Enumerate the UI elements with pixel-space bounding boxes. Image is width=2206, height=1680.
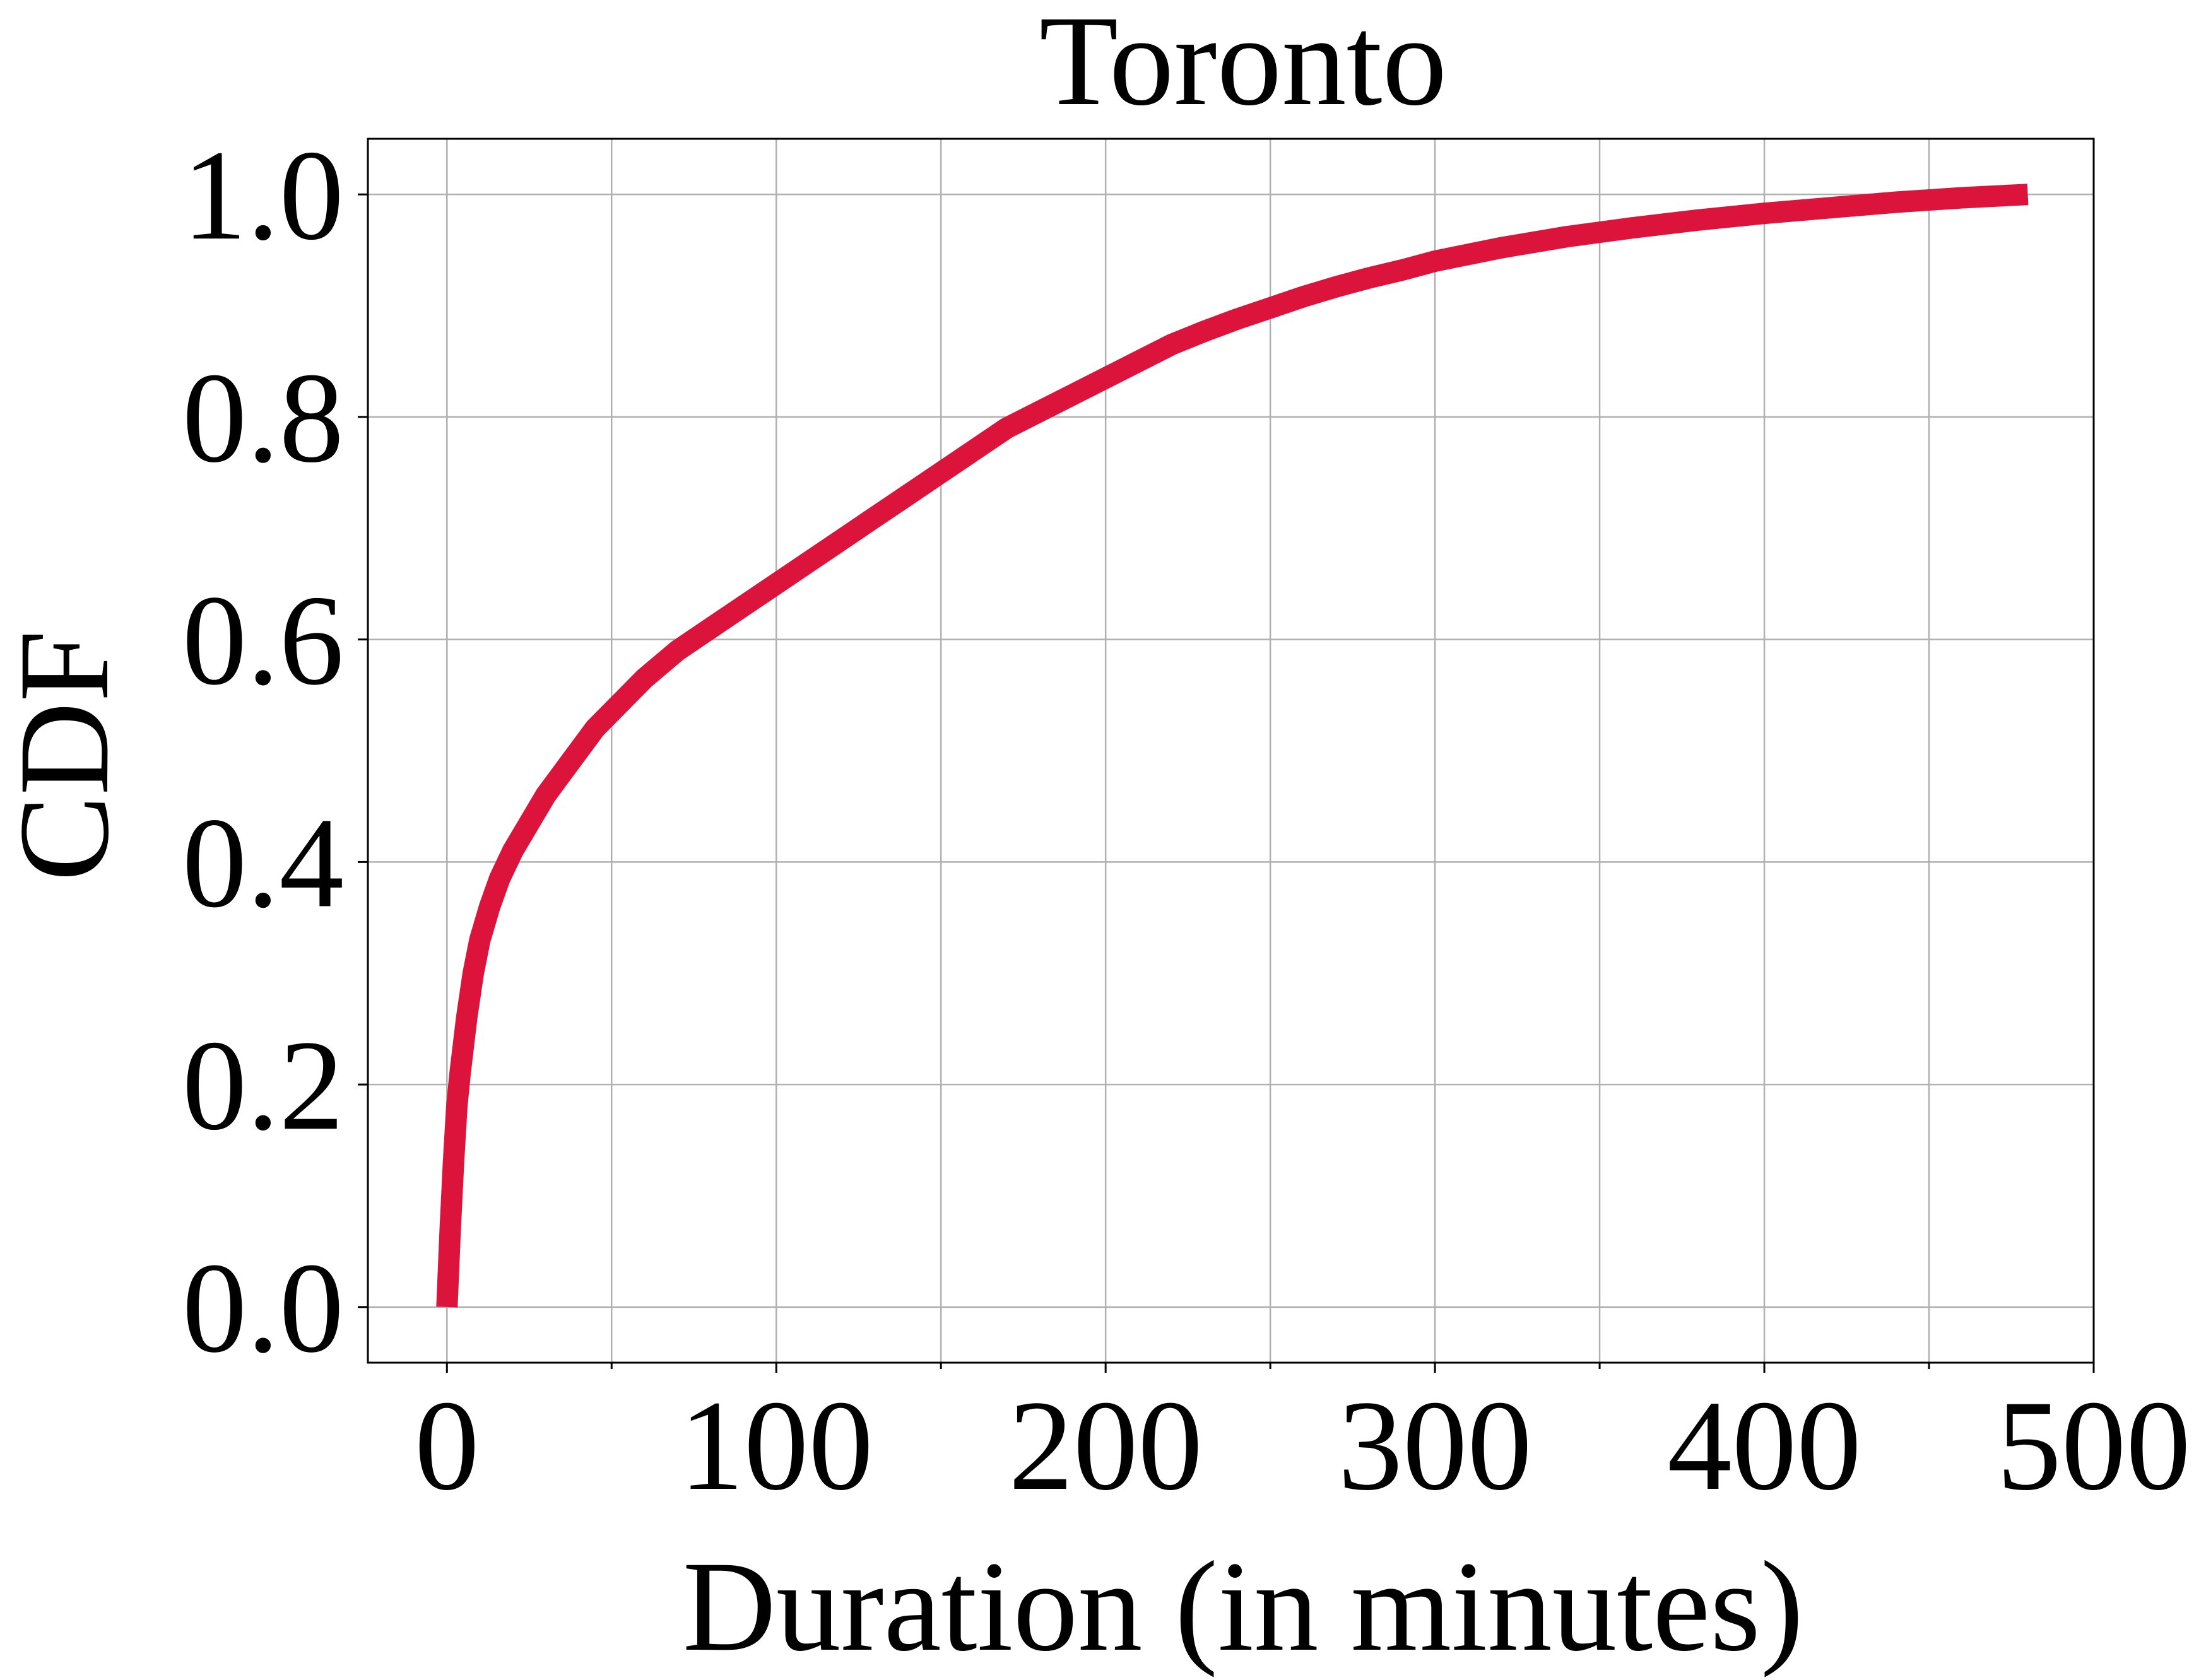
plot-frame — [367, 138, 2095, 1364]
x-tick-label: 0 — [415, 1374, 480, 1517]
x-tick-label: 200 — [1008, 1374, 1203, 1517]
y-tick-label: 0.6 — [182, 569, 344, 712]
x-tick-label: 400 — [1667, 1374, 1861, 1517]
y-tick-label: 0.2 — [182, 1014, 344, 1157]
cdf-line — [436, 184, 2029, 1308]
x-tick-label: 300 — [1338, 1374, 1532, 1517]
y-axis-label: CDF — [0, 630, 136, 882]
y-tick-label: 1.0 — [182, 124, 344, 267]
x-axis-label: Duration (in minutes) — [683, 1535, 1803, 1678]
y-tick-label: 0.4 — [182, 791, 344, 934]
x-tick-label: 500 — [1997, 1374, 2191, 1517]
y-tick-label: 0.0 — [182, 1237, 344, 1380]
y-tick-label: 0.8 — [182, 346, 344, 490]
tick-marks — [358, 193, 2095, 1373]
x-tick-label: 100 — [679, 1374, 873, 1517]
x-tick-labels: 0 100 200 300 400 500 — [415, 1374, 2191, 1517]
series-layer — [436, 184, 2029, 1308]
y-tick-labels: 0.0 0.2 0.4 0.6 0.8 1.0 — [182, 124, 344, 1380]
chart-title: Toronto — [1039, 0, 1447, 132]
